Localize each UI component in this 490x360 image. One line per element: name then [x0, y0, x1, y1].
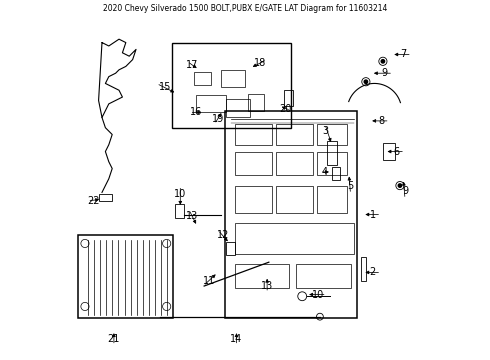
Text: 14: 14	[230, 334, 243, 345]
Bar	[235, 223, 354, 254]
Bar	[235, 124, 272, 145]
Text: 21: 21	[108, 334, 120, 345]
Text: 4: 4	[322, 167, 328, 177]
Bar	[235, 264, 289, 288]
Text: 12: 12	[217, 230, 229, 240]
Bar	[226, 242, 235, 255]
Circle shape	[364, 80, 368, 84]
Text: 15: 15	[159, 82, 171, 92]
Bar	[332, 167, 341, 180]
Bar	[327, 141, 337, 165]
Bar	[172, 42, 291, 128]
Text: 7: 7	[400, 49, 407, 59]
Bar	[317, 124, 347, 145]
Text: 13: 13	[186, 211, 198, 221]
Bar	[276, 152, 313, 175]
Bar	[235, 152, 272, 175]
Bar	[226, 99, 250, 117]
Title: 2020 Chevy Silverado 1500 BOLT,PUBX E/GATE LAT Diagram for 11603214: 2020 Chevy Silverado 1500 BOLT,PUBX E/GA…	[103, 4, 387, 13]
Circle shape	[381, 60, 385, 63]
Text: 16: 16	[190, 107, 202, 117]
Text: 1: 1	[369, 210, 376, 220]
Bar	[317, 186, 347, 213]
Text: 22: 22	[87, 196, 100, 206]
Text: 3: 3	[322, 126, 328, 136]
Text: 10: 10	[312, 289, 324, 300]
Circle shape	[398, 184, 402, 187]
Text: 18: 18	[254, 58, 267, 68]
Bar	[284, 90, 293, 105]
Bar	[175, 204, 184, 218]
Text: 20: 20	[280, 104, 292, 114]
Text: 10: 10	[174, 189, 186, 199]
Bar	[235, 186, 272, 213]
Text: 8: 8	[378, 116, 384, 126]
Bar	[383, 143, 395, 160]
Bar	[221, 70, 245, 87]
Text: 6: 6	[393, 147, 399, 157]
Bar	[248, 94, 264, 111]
Text: 19: 19	[212, 114, 224, 124]
Text: 11: 11	[203, 276, 216, 286]
Text: 5: 5	[347, 181, 354, 190]
Bar	[196, 95, 226, 112]
Text: 2: 2	[369, 267, 376, 278]
Bar	[361, 257, 366, 281]
Bar	[296, 264, 350, 288]
Text: 17: 17	[186, 60, 198, 70]
Bar	[98, 194, 112, 201]
Text: 13: 13	[261, 281, 273, 291]
Bar	[317, 152, 347, 175]
Text: 9: 9	[382, 68, 388, 78]
Bar	[194, 72, 211, 85]
Bar	[276, 186, 313, 213]
Bar	[276, 124, 313, 145]
Text: 9: 9	[402, 186, 408, 196]
